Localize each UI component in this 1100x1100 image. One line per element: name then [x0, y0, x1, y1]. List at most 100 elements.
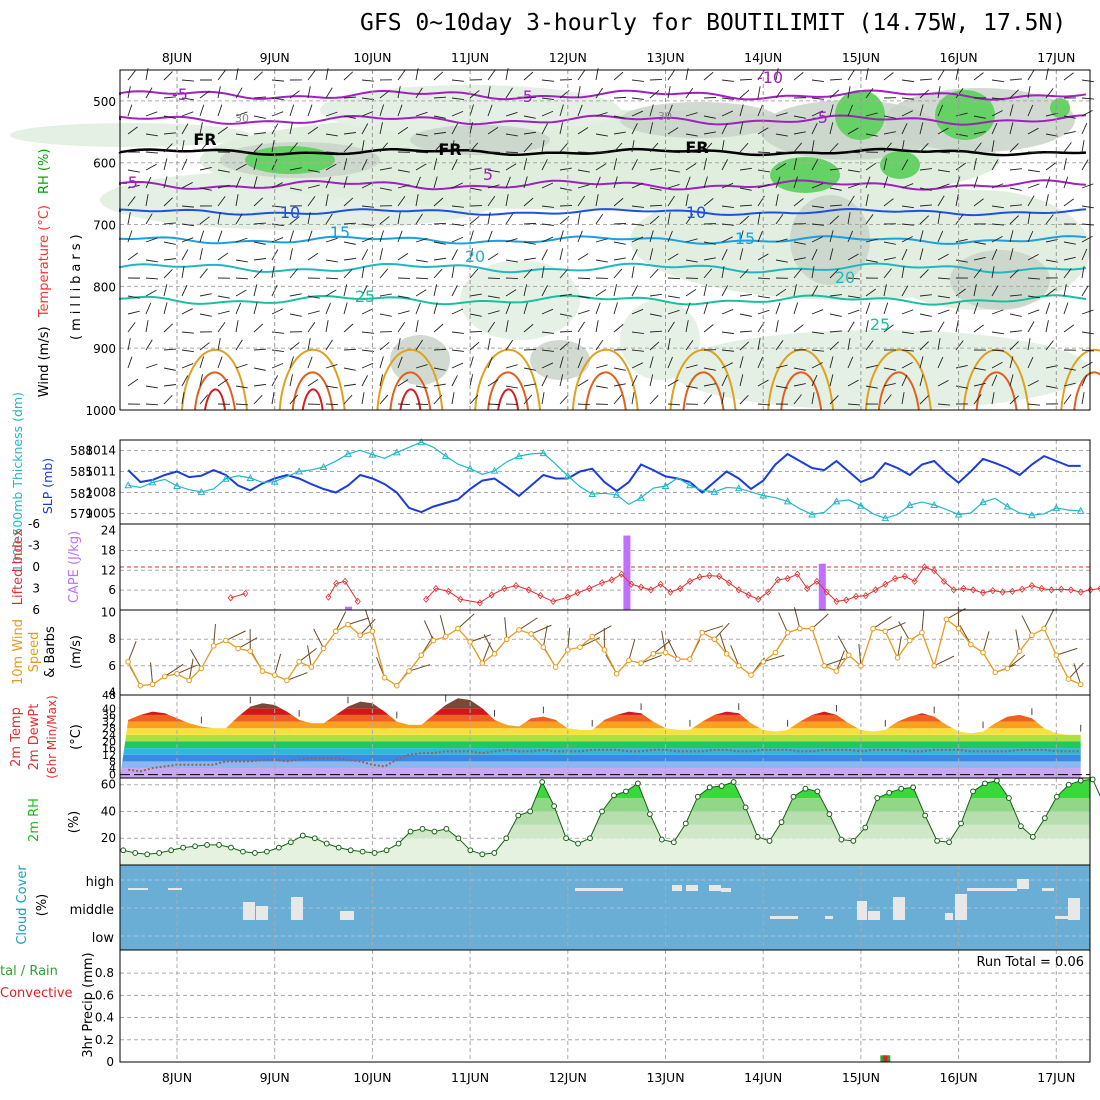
wind-barb: [181, 349, 194, 353]
wind-barb-10m: [640, 654, 662, 664]
wind-barb: [1045, 112, 1058, 117]
wind-barb: [829, 294, 842, 297]
wind-barb-10m: [701, 625, 724, 634]
wind-barb: [703, 142, 713, 153]
wind-barb: [127, 212, 131, 225]
wind-barb: [361, 123, 369, 135]
wind-barb: [955, 288, 966, 297]
isotherm-minus5a: [119, 114, 1087, 126]
wind-barb: [523, 96, 537, 99]
wind-barb: [379, 230, 384, 243]
wind-barb: [1081, 248, 1088, 261]
wind-barb: [937, 379, 949, 387]
wind-barb: [595, 259, 608, 263]
wind-barb: [721, 374, 728, 387]
wind-barb: [451, 285, 458, 297]
contour-label: 15: [330, 223, 350, 242]
wind-ytick: 8: [108, 632, 116, 646]
wind-ytick: 4: [108, 685, 116, 699]
rh-point: [694, 793, 701, 800]
wind-barb: [757, 169, 770, 173]
wind-barb: [1063, 256, 1076, 261]
wind-barb: [379, 293, 392, 297]
wind-barb: [217, 196, 226, 207]
wind-barb: [703, 115, 716, 119]
wind-barb: [487, 230, 493, 243]
wind-barb: [559, 248, 564, 261]
wind-barb: [685, 112, 698, 117]
wind-barb: [991, 79, 1004, 83]
wind-barb: [343, 268, 353, 279]
wind-barb: [163, 323, 174, 333]
wind-barb: [523, 131, 536, 135]
wind-speed-point: [357, 632, 363, 639]
wind-barb: [199, 293, 212, 297]
wind-barb: [793, 131, 806, 135]
wind-barb: [541, 110, 554, 117]
wind-barb: [235, 176, 242, 189]
wind-barb: [451, 205, 464, 208]
wind-barb: [631, 285, 639, 297]
wind-barb: [343, 71, 354, 81]
wind-speed-point: [565, 647, 571, 653]
wind-barb: [523, 367, 536, 371]
rh-point: [299, 832, 306, 839]
wind-barb: [955, 340, 964, 351]
wind-barb: [181, 123, 189, 135]
wind-barb: [613, 197, 624, 207]
slp-axis-label: SLP (mb): [40, 458, 55, 514]
wind-barb: [145, 259, 158, 263]
wind-barb: [235, 289, 247, 297]
upper-ylabel-millibars: (millibars): [69, 230, 84, 340]
wind-speed-point: [882, 628, 889, 635]
wind-barb: [433, 158, 438, 171]
temp-band: [120, 708, 1081, 715]
wind-barb-10m: [872, 616, 892, 630]
wind-barb: [757, 230, 763, 243]
wind-barb: [559, 330, 573, 333]
wind-speed-point: [931, 662, 937, 669]
wind-barb-10m: [359, 618, 376, 636]
rh-axis-unit: (%): [67, 811, 82, 834]
thickness-point: [979, 498, 987, 506]
wind-barb: [379, 341, 390, 351]
wind-barb: [595, 339, 604, 351]
wind-barb: [811, 223, 824, 226]
wind-barb-10m: [591, 625, 612, 637]
wind-barb: [991, 392, 995, 405]
wind-barb: [343, 115, 356, 119]
wind-barb: [595, 289, 607, 297]
slp-line: [127, 452, 1081, 514]
lifted-index-point: [667, 588, 674, 596]
wind-barb: [379, 394, 389, 405]
wind-barb: [289, 142, 298, 153]
wind-barb-10m: [1056, 647, 1078, 656]
wind-barb: [433, 257, 446, 261]
wind-barb: [667, 184, 680, 189]
wind-barb-10m: [885, 622, 906, 632]
wind-barb: [685, 87, 694, 99]
wind-barb: [379, 248, 383, 261]
thickness-ytick: 582: [70, 487, 93, 501]
wind-barb: [433, 284, 438, 297]
rh-point: [503, 835, 510, 842]
wind-barb: [739, 293, 752, 297]
wind-barb: [487, 253, 499, 261]
wind-barb: [847, 338, 851, 351]
wind-speed-point: [833, 668, 840, 674]
wind-speed-point: [1077, 681, 1084, 688]
wind-barb: [541, 362, 554, 369]
temp-ytick: 0: [109, 769, 116, 782]
wind-barb: [343, 132, 356, 135]
wind-barb: [487, 195, 496, 207]
wind-barb: [235, 87, 243, 99]
wind-barb-10m: [286, 672, 308, 681]
wind-barb: [577, 253, 589, 261]
wind-barb: [919, 104, 924, 117]
thickness-point: [637, 493, 645, 501]
cloud-axis-unit: (%): [35, 894, 50, 917]
wind-barb: [181, 392, 185, 405]
x-label-bottom: 12JUN: [549, 1070, 587, 1085]
wind-barb: [235, 363, 248, 369]
thickness-point: [295, 467, 303, 475]
